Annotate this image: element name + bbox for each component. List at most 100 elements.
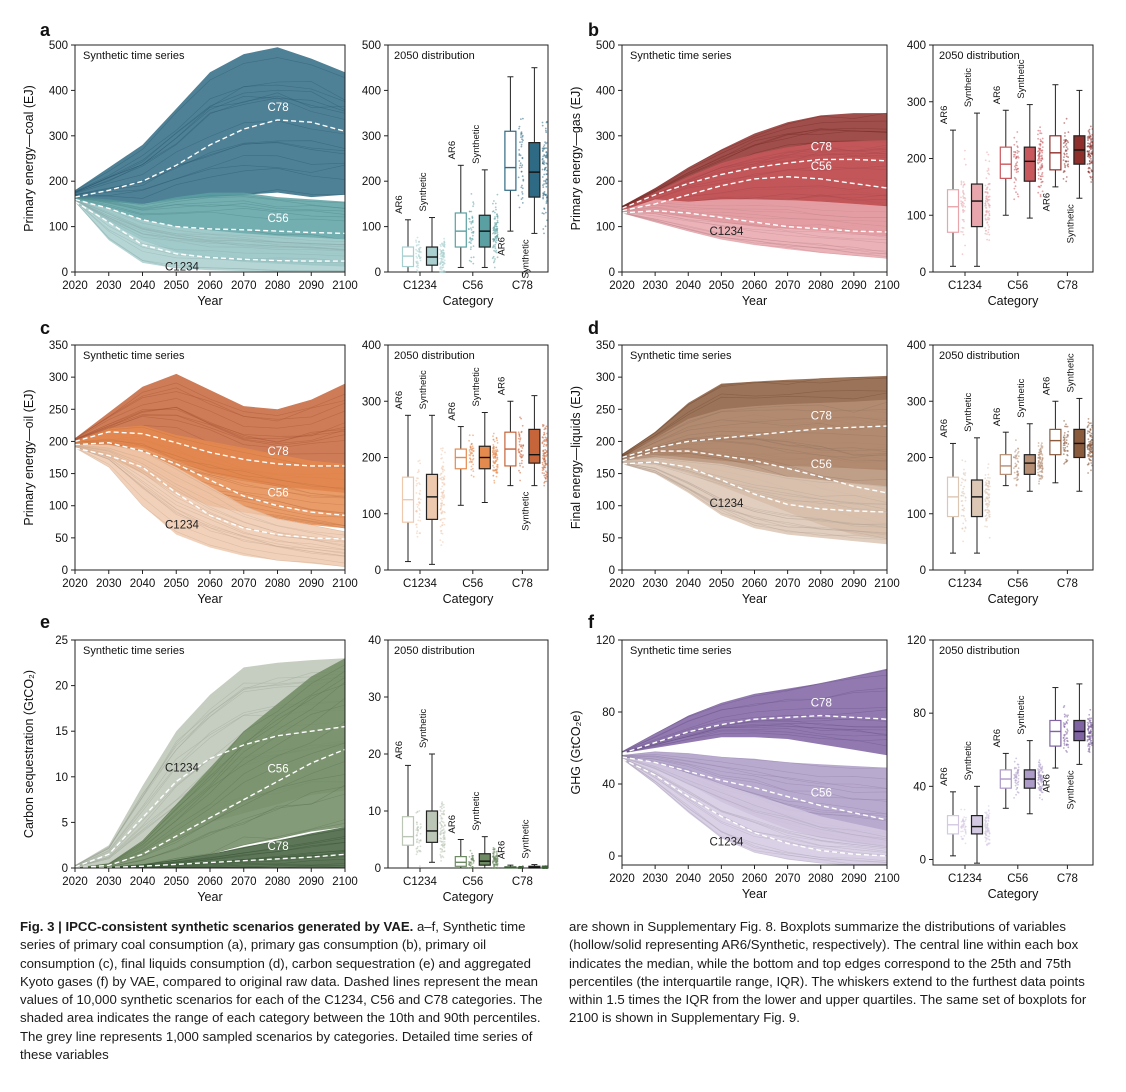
- jitter-point: [496, 457, 499, 459]
- jitter-point: [1089, 138, 1092, 140]
- jitter-point: [962, 204, 965, 207]
- jitter-point: [520, 417, 522, 420]
- jitter-point: [1040, 769, 1042, 772]
- jitter-point: [441, 804, 444, 807]
- jitter-point: [1014, 456, 1017, 458]
- jitter-point: [984, 204, 986, 207]
- percentile-band: [75, 199, 345, 272]
- jitter-point: [518, 451, 520, 454]
- jitter-point: [1015, 776, 1017, 779]
- sample-scenario-line: [622, 211, 887, 238]
- timeseries-plot-area: [622, 112, 887, 259]
- jitter-point: [962, 209, 964, 212]
- jitter-point: [1037, 782, 1040, 785]
- jitter-point: [986, 221, 989, 224]
- jitter-point: [1037, 191, 1040, 194]
- jitter-point: [1015, 465, 1017, 467]
- jitter-point: [543, 183, 545, 185]
- jitter-point: [1040, 159, 1043, 162]
- jitter-point: [1041, 458, 1044, 460]
- jitter-point: [439, 474, 442, 476]
- jitter-point: [1041, 791, 1044, 794]
- jitter-point: [988, 214, 991, 217]
- jitter-point: [542, 457, 544, 460]
- jitter-point: [962, 487, 965, 490]
- jitter-point: [519, 141, 521, 144]
- jitter-point: [542, 149, 544, 152]
- jitter-point: [492, 846, 495, 849]
- jitter-point: [1065, 749, 1067, 752]
- jitter-point: [417, 253, 420, 256]
- jitter-point: [1038, 480, 1040, 483]
- jitter-point: [442, 810, 445, 813]
- sample-scenario-line: [75, 167, 345, 199]
- jitter-point: [521, 193, 524, 195]
- y-tick-label: 0: [62, 565, 68, 577]
- jitter-point: [492, 232, 494, 235]
- jitter-point: [415, 255, 418, 258]
- jitter-point: [960, 196, 962, 199]
- sample-scenario-line: [622, 755, 887, 789]
- jitter-point: [987, 224, 990, 226]
- jitter-point: [1067, 746, 1070, 749]
- jitter-point: [419, 498, 422, 501]
- jitter-point: [1065, 423, 1067, 426]
- jitter-point: [1091, 464, 1093, 467]
- jitter-point: [1015, 169, 1018, 171]
- dist-y-tick-label: 100: [362, 509, 381, 521]
- dist-y-tick-label: 80: [913, 708, 926, 720]
- jitter-point: [542, 454, 544, 457]
- jitter-point: [963, 220, 965, 223]
- jitter-point: [1041, 157, 1043, 160]
- jitter-point: [961, 201, 964, 204]
- jitter-point: [440, 472, 443, 475]
- jitter-point: [1015, 771, 1018, 774]
- jitter-point: [468, 434, 471, 437]
- jitter-point: [1017, 170, 1019, 173]
- jitter-point: [546, 432, 548, 435]
- jitter-point: [961, 459, 964, 462]
- jitter-point: [1089, 731, 1091, 733]
- dist-category-label: C1234: [403, 876, 437, 888]
- jitter-point: [545, 471, 548, 474]
- jitter-point: [964, 519, 967, 522]
- jitter-point: [415, 811, 418, 814]
- jitter-point: [1039, 785, 1042, 788]
- jitter-point: [541, 424, 544, 426]
- jitter-point: [1038, 789, 1041, 792]
- jitter-point: [517, 437, 520, 440]
- jitter-point: [470, 861, 472, 864]
- dist-y-tick-label: 400: [362, 85, 381, 97]
- jitter-point: [541, 158, 544, 161]
- jitter-point: [495, 867, 497, 869]
- jitter-point: [962, 186, 964, 188]
- sample-scenario-line: [75, 406, 345, 443]
- jitter-point: [1040, 787, 1043, 790]
- jitter-point: [417, 266, 420, 269]
- jitter-point: [469, 241, 471, 243]
- jitter-point: [986, 844, 988, 847]
- x-tick-label: 2100: [332, 280, 358, 292]
- jitter-point: [985, 834, 988, 837]
- dist-y-tick-label: 30: [368, 692, 381, 704]
- jitter-point: [1038, 787, 1041, 789]
- y-tick-label: 150: [596, 469, 615, 481]
- jitter-point: [415, 821, 418, 824]
- sample-scenario-line: [622, 758, 887, 856]
- jitter-point: [544, 480, 546, 483]
- jitter-point: [964, 205, 967, 208]
- percentile-band: [75, 658, 345, 868]
- jitter-point: [415, 532, 418, 535]
- timeseries-plot-area: [622, 668, 887, 865]
- x-axis-title: Year: [197, 294, 222, 308]
- jitter-point: [440, 832, 443, 835]
- jitter-point: [520, 453, 523, 456]
- jitter-point: [1062, 737, 1065, 739]
- jitter-point: [1017, 771, 1019, 774]
- iqr-box: [1073, 719, 1086, 742]
- jitter-point: [440, 258, 443, 260]
- jitter-point: [443, 496, 445, 499]
- jitter-point: [1064, 140, 1067, 143]
- jitter-point: [419, 865, 421, 867]
